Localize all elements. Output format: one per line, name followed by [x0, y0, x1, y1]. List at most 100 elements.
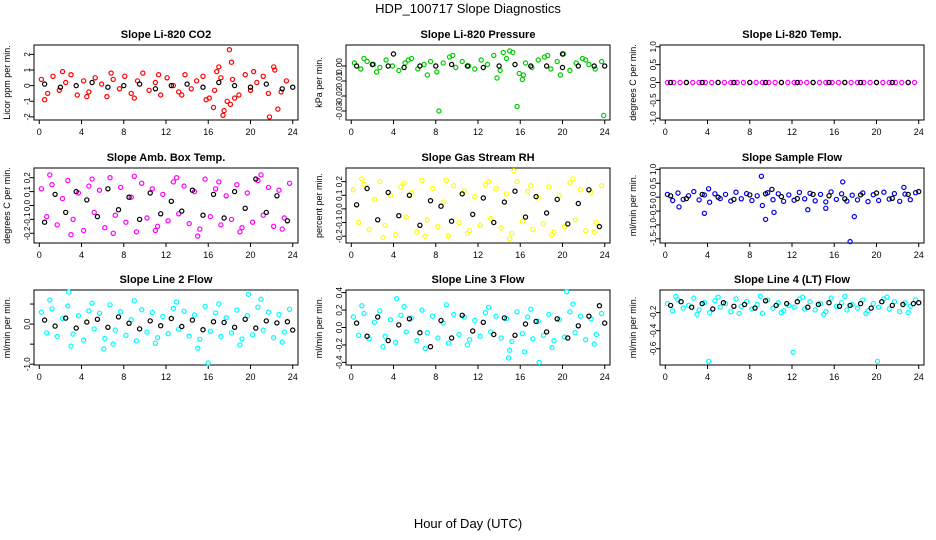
data-point	[173, 299, 180, 305]
x-tick-label: 16	[829, 250, 839, 260]
data-point	[170, 305, 177, 312]
data-point	[874, 358, 881, 365]
data-point	[47, 297, 53, 303]
data-point	[265, 309, 272, 315]
data-point	[905, 309, 911, 316]
data-point	[175, 89, 182, 95]
data-point	[189, 317, 196, 323]
data-point	[210, 191, 217, 198]
data-point	[548, 66, 554, 72]
x-tick-label: 20	[245, 127, 255, 137]
x-tick-label: 4	[391, 250, 396, 260]
data-point	[712, 191, 718, 197]
data-point	[359, 303, 365, 309]
data-point	[271, 223, 277, 229]
data-point	[823, 205, 829, 211]
data-point	[394, 296, 400, 302]
data-point	[870, 300, 877, 307]
data-point	[485, 304, 492, 311]
data-point	[417, 63, 423, 69]
data-point	[706, 309, 713, 316]
data-point	[667, 193, 674, 199]
panel-2: Slope Li-820 Pressure kPa per min. 0 4 8 12 16…	[314, 29, 611, 137]
data-point	[480, 319, 486, 325]
data-point	[149, 186, 155, 192]
data-point	[429, 313, 436, 319]
data-point	[84, 93, 90, 100]
data-point	[191, 312, 198, 318]
data-point	[279, 339, 285, 345]
data-point	[194, 233, 201, 239]
data-point	[696, 79, 702, 86]
data-point	[255, 304, 261, 310]
data-point	[52, 191, 58, 198]
data-point	[260, 212, 266, 218]
data-point	[147, 318, 153, 324]
y-tick-label: -1.0	[23, 357, 32, 371]
data-point	[237, 342, 243, 348]
panel-3: Slope Li-820 Temp. degrees C per min. 0 4 8 1…	[628, 29, 925, 137]
y-tick-label: -0.6	[649, 341, 658, 355]
data-point	[559, 64, 566, 71]
data-point	[438, 317, 444, 324]
data-point	[211, 87, 218, 94]
data-point	[842, 196, 848, 202]
data-point	[493, 185, 499, 192]
data-point	[263, 81, 269, 87]
data-point	[44, 330, 50, 336]
data-point	[52, 323, 58, 329]
data-point	[897, 198, 903, 204]
data-point	[168, 198, 174, 204]
data-point	[749, 197, 755, 204]
data-point	[66, 289, 72, 295]
data-point	[181, 308, 187, 314]
data-point	[435, 223, 441, 230]
data-point	[422, 345, 428, 352]
data-point	[112, 212, 119, 218]
data-point	[207, 213, 214, 220]
data-point	[528, 63, 534, 69]
data-point	[459, 191, 465, 197]
data-point	[854, 197, 861, 203]
data-point	[543, 210, 550, 216]
data-point	[200, 212, 206, 218]
data-point	[511, 167, 517, 174]
data-point	[794, 79, 801, 86]
data-point	[138, 180, 145, 186]
y-axis-label: ml/min per min.	[2, 297, 12, 359]
data-point	[382, 222, 388, 228]
data-point	[705, 358, 712, 365]
data-point	[281, 329, 287, 335]
data-point	[480, 195, 486, 201]
x-tick-label: 4	[705, 127, 710, 137]
data-point	[265, 184, 272, 191]
data-point	[123, 332, 129, 338]
data-point	[226, 47, 233, 53]
data-point	[757, 293, 764, 299]
data-point	[91, 326, 97, 332]
x-tick-label: 8	[121, 250, 126, 260]
data-point	[136, 326, 143, 332]
data-point	[533, 193, 539, 200]
data-point	[56, 87, 63, 94]
y-tick-label: -0.2	[23, 226, 32, 240]
data-point	[165, 218, 171, 224]
data-point	[694, 311, 700, 318]
data-point	[414, 337, 420, 344]
data-point	[281, 215, 287, 221]
data-point	[398, 184, 404, 190]
data-point	[503, 55, 510, 62]
data-point	[152, 340, 159, 346]
data-point	[583, 57, 589, 63]
data-point	[440, 60, 446, 66]
x-tick-label: 8	[433, 250, 438, 260]
data-point	[577, 313, 584, 319]
data-point	[791, 79, 797, 86]
data-point	[170, 82, 177, 89]
data-point	[829, 79, 835, 86]
data-point	[470, 328, 476, 334]
data-point	[73, 188, 79, 195]
data-point	[62, 79, 69, 86]
data-point	[671, 79, 677, 86]
y-tick-label: 0.1	[23, 186, 32, 198]
